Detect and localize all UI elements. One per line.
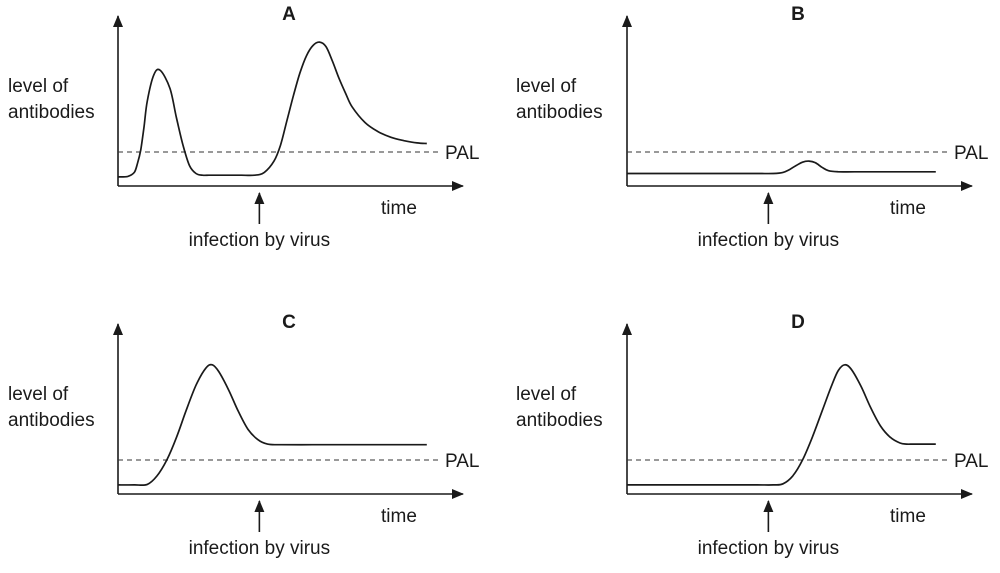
y-axis-label-line2: antibodies <box>516 410 603 431</box>
event-label: infection by virus <box>698 230 840 251</box>
x-axis-label: time <box>381 506 417 527</box>
event-label: infection by virus <box>189 230 331 251</box>
panel-title: B <box>791 4 805 25</box>
pal-label: PAL <box>954 143 989 164</box>
antibody-level-line <box>626 160 936 175</box>
antibody-level-line <box>117 363 427 487</box>
pal-label: PAL <box>445 143 480 164</box>
pal-label: PAL <box>445 451 480 472</box>
y-axis-label-line2: antibodies <box>8 410 95 431</box>
event-label: infection by virus <box>698 538 840 559</box>
pal-label: PAL <box>954 451 989 472</box>
y-axis-label-line1: level of <box>8 384 69 405</box>
panel-title: D <box>791 312 805 333</box>
antibody-level-line <box>627 363 936 486</box>
x-axis-label: time <box>381 198 417 219</box>
y-axis-label-line1: level of <box>8 76 69 97</box>
event-label: infection by virus <box>189 538 331 559</box>
antibody-level-line <box>117 41 427 178</box>
x-axis-label: time <box>890 198 926 219</box>
y-axis-label-line2: antibodies <box>8 102 95 123</box>
y-axis-label-line2: antibodies <box>516 102 603 123</box>
y-axis-label-line1: level of <box>516 76 577 97</box>
panel-title: A <box>282 4 296 25</box>
panel-title: C <box>282 312 296 333</box>
y-axis-label-line1: level of <box>516 384 577 405</box>
x-axis-label: time <box>890 506 926 527</box>
